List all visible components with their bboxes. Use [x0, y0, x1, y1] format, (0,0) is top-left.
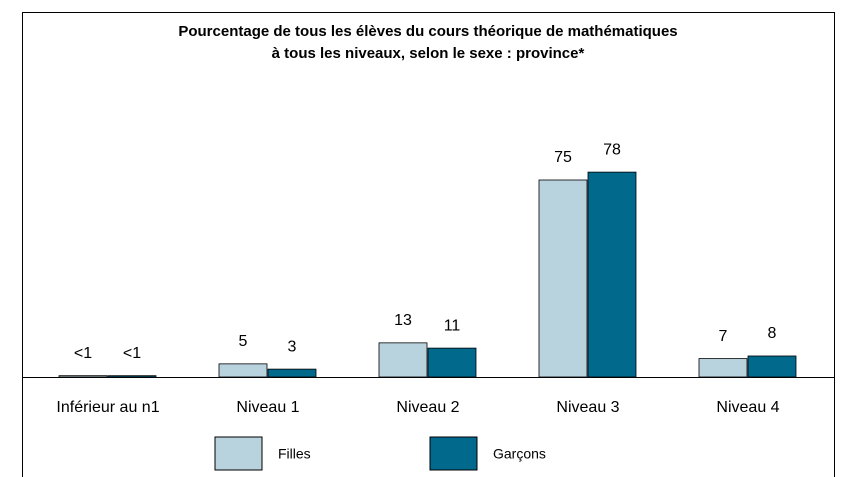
legend-swatch [214, 436, 263, 471]
bar [267, 368, 317, 378]
value-label: 5 [239, 333, 248, 350]
bar [107, 375, 157, 378]
chart-title: à tous les niveaux, selon le sexe : prov… [272, 45, 585, 62]
x-tick-label: Niveau 3 [556, 399, 619, 416]
bar [58, 375, 108, 378]
value-label: 13 [394, 312, 412, 329]
bar [538, 179, 588, 378]
legend-swatch [429, 436, 478, 471]
bar [698, 358, 748, 378]
value-label: 7 [719, 328, 728, 345]
legend-label: Filles [278, 446, 311, 462]
x-tick-label: Inférieur au n1 [56, 399, 159, 416]
chart-title: Pourcentage de tous les élèves du cours … [178, 23, 677, 40]
chart-frame [22, 12, 835, 477]
value-label: 75 [554, 149, 572, 166]
bar [747, 355, 797, 378]
value-label: 11 [444, 317, 461, 334]
bar [427, 347, 477, 378]
x-tick-label: Niveau 4 [716, 399, 779, 416]
x-tick-label: Niveau 1 [236, 399, 299, 416]
bar [378, 342, 428, 378]
value-label: 78 [603, 141, 621, 158]
value-label: 8 [768, 325, 777, 342]
bar [587, 171, 637, 378]
value-label: <1 [74, 345, 92, 362]
value-label: 3 [288, 338, 297, 355]
x-tick-label: Niveau 2 [396, 399, 459, 416]
value-label: <1 [123, 345, 141, 362]
bar [218, 363, 268, 378]
legend-label: Garçons [493, 446, 546, 462]
